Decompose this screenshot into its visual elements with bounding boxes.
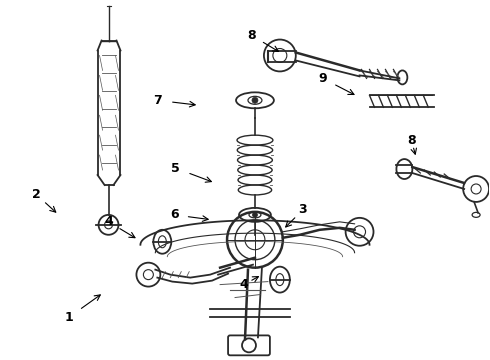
Text: 4: 4 xyxy=(240,278,248,291)
Text: 2: 2 xyxy=(32,188,41,202)
Text: 5: 5 xyxy=(171,162,180,175)
Text: 4: 4 xyxy=(104,215,113,228)
FancyBboxPatch shape xyxy=(228,336,270,355)
Text: 8: 8 xyxy=(407,134,416,147)
Text: 7: 7 xyxy=(153,94,162,107)
Text: 9: 9 xyxy=(318,72,327,85)
Text: 1: 1 xyxy=(64,311,73,324)
Text: 3: 3 xyxy=(298,203,307,216)
Circle shape xyxy=(252,97,258,103)
Text: 6: 6 xyxy=(170,208,178,221)
Circle shape xyxy=(252,212,257,217)
Text: 8: 8 xyxy=(247,29,256,42)
